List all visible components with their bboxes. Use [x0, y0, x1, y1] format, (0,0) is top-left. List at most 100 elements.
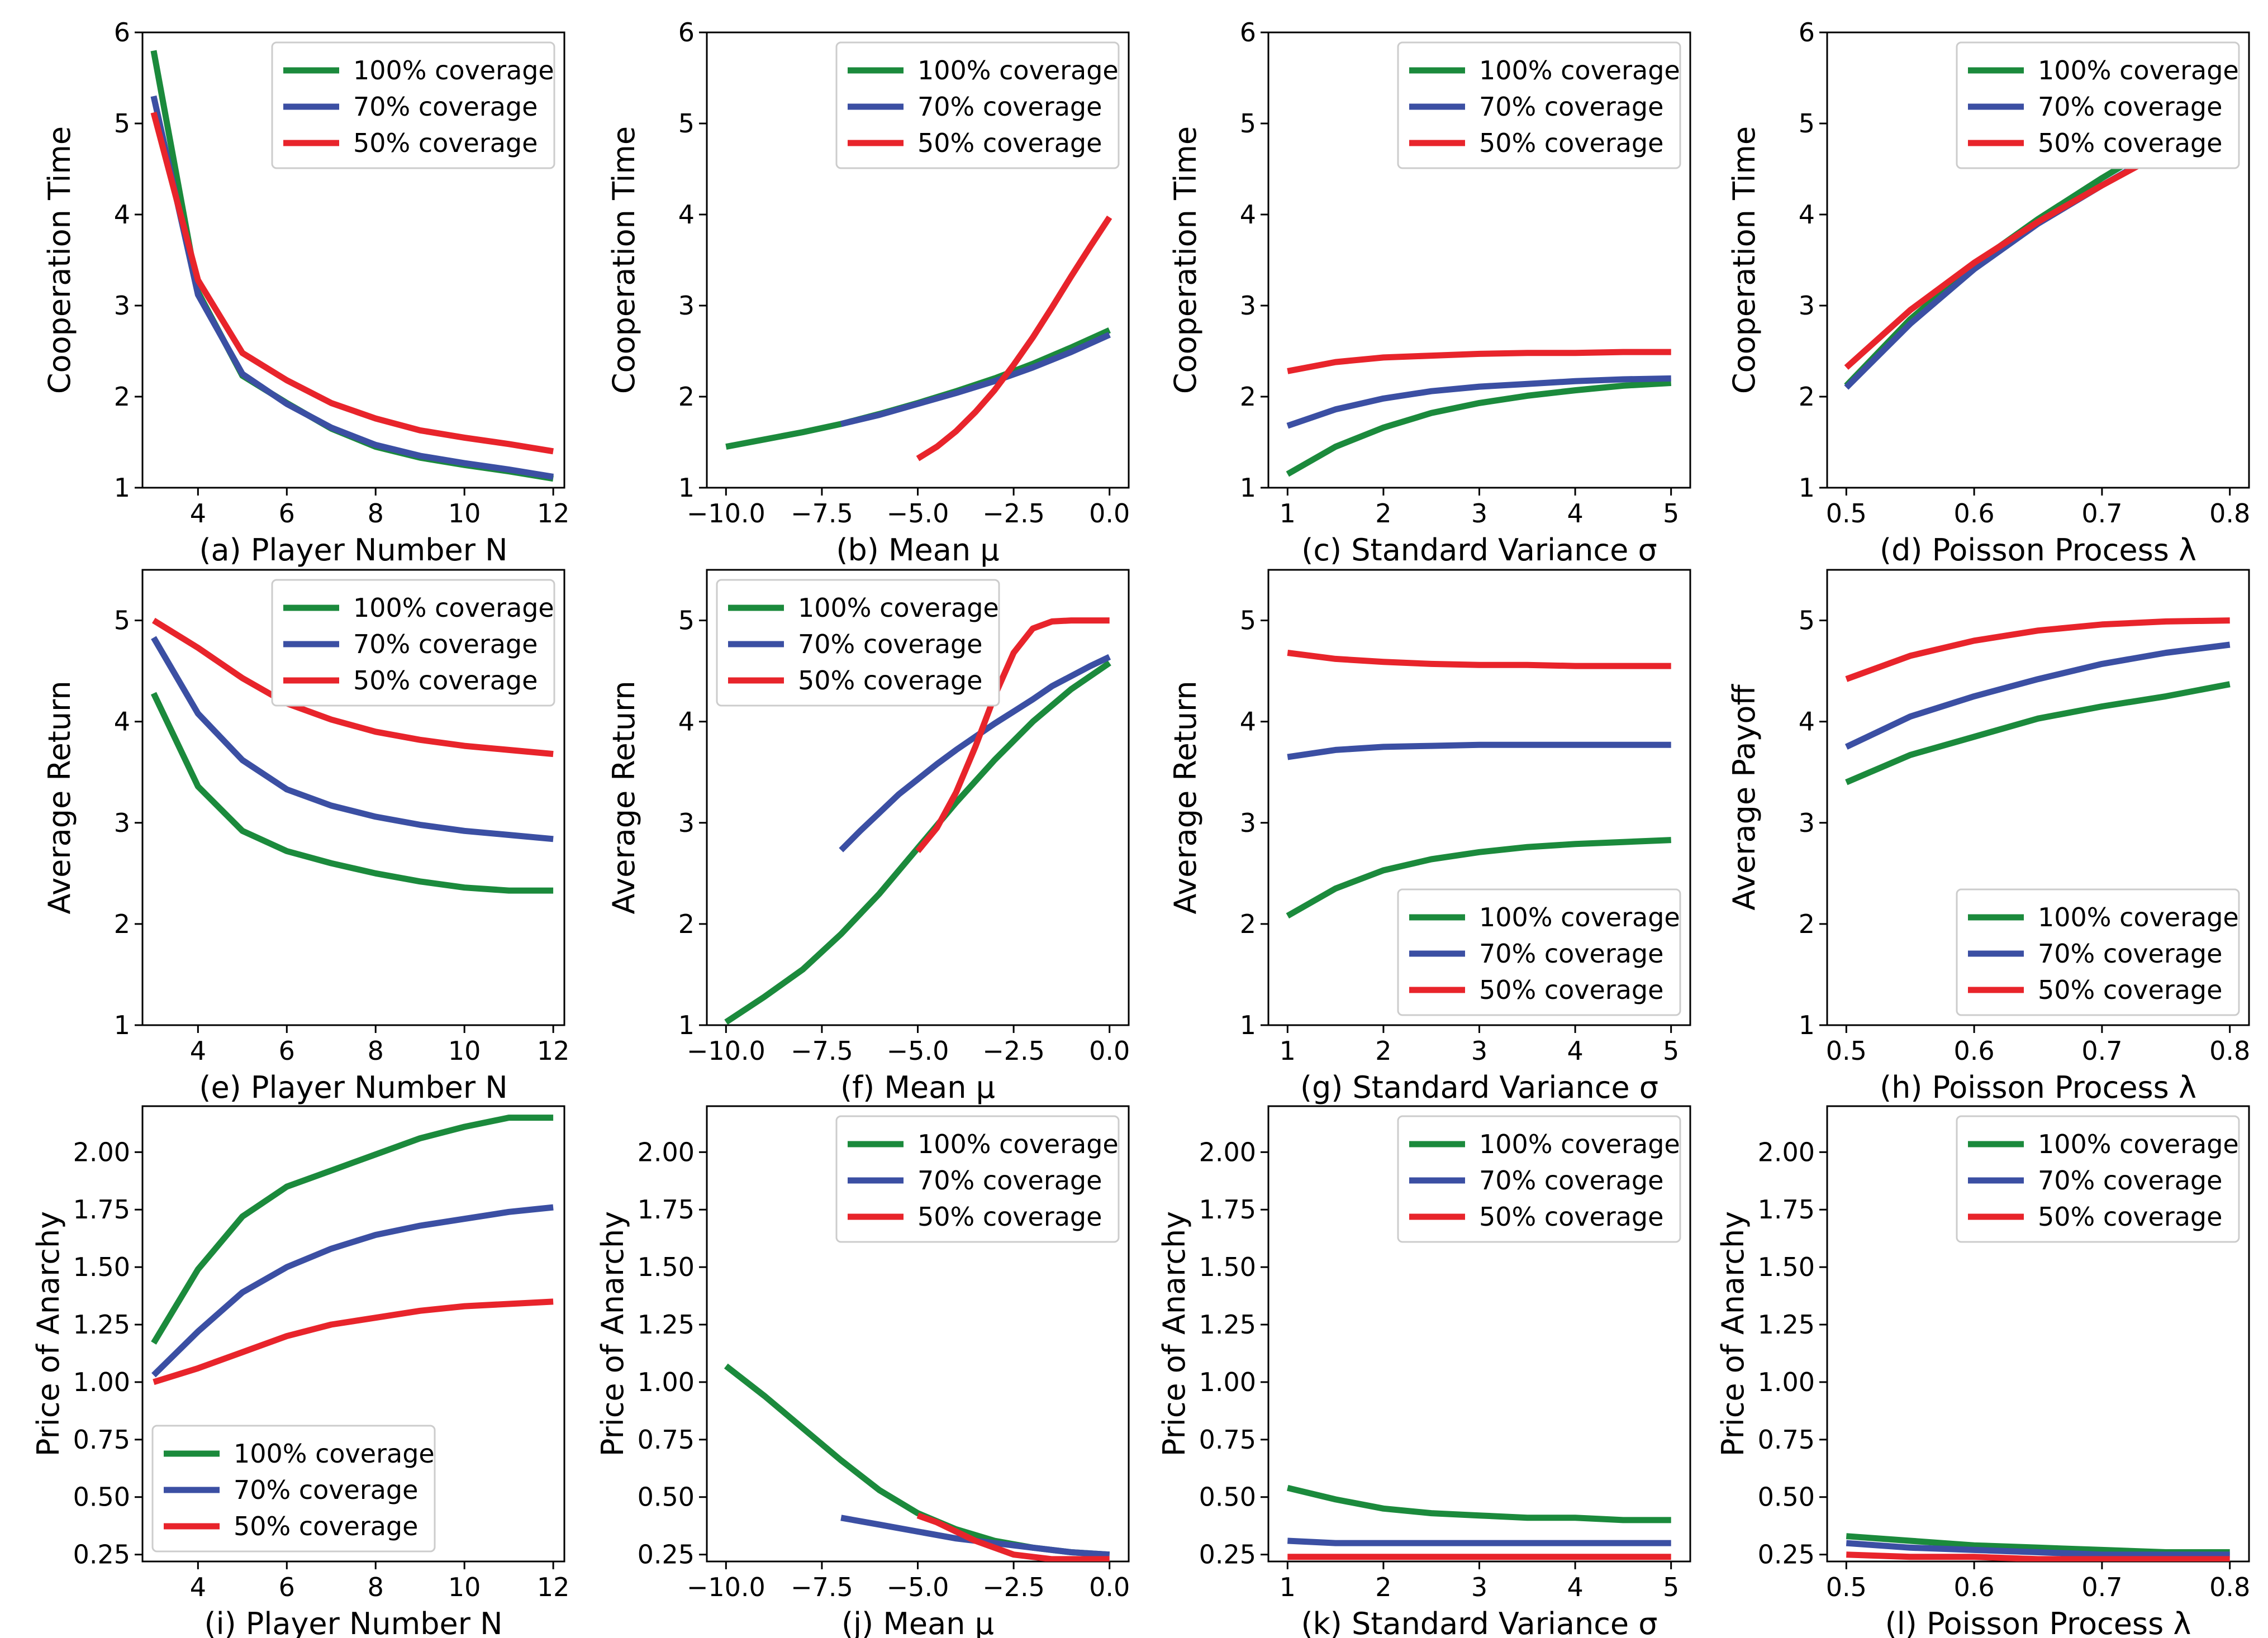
series-line-50 — [150, 111, 554, 455]
y-tick-label: 1.50 — [1758, 1252, 1815, 1282]
y-tick-label: 1 — [678, 473, 695, 503]
series-line-50 — [916, 215, 1112, 461]
series-line-70 — [1846, 1540, 2230, 1558]
x-tick-label: 0.6 — [1954, 498, 1995, 528]
legend: 100% coverage 70% coverage 50% coverage — [835, 1115, 1120, 1243]
y-tick-label: 1.50 — [638, 1252, 695, 1282]
y-tick-label: 1 — [114, 473, 130, 503]
y-tick-label: 5 — [1240, 108, 1256, 139]
y-tick-label: 3 — [114, 291, 130, 321]
x-tick-label: 0.8 — [2209, 498, 2250, 528]
series-line-70 — [1287, 741, 1671, 760]
legend-box — [1956, 888, 2240, 1016]
legend-label: 100% coverage — [917, 55, 1119, 85]
series-line-50 — [1845, 617, 2230, 682]
y-axis-label: Price of Anarchy — [595, 1211, 630, 1456]
x-tick-label: 1 — [1280, 1036, 1296, 1066]
x-tick-label: 1 — [1280, 1572, 1296, 1602]
y-axis-label: Price of Anarchy — [31, 1211, 66, 1456]
x-tick-label: 6 — [279, 1036, 295, 1066]
y-tick-label: 1.00 — [638, 1367, 695, 1397]
y-tick-label: 1.75 — [638, 1194, 695, 1225]
y-tick-label: 1 — [678, 1010, 695, 1040]
subplot-f: −10.0 −7.5 −5.0 −2.5 0.0 1 2 3 4 5 (f) Mean μ Avera… — [606, 569, 1130, 1105]
x-tick-label: 12 — [537, 498, 570, 528]
y-axis-label: Price of Anarchy — [1715, 1211, 1751, 1456]
y-tick-label: 4 — [114, 199, 130, 230]
x-tick-label: 0.8 — [2209, 1036, 2250, 1066]
plot-frame — [1826, 31, 2250, 489]
y-tick-label: 2.00 — [1199, 1137, 1256, 1167]
x-tick-label: 4 — [1567, 1572, 1583, 1602]
series-line-50 — [1846, 1551, 2230, 1561]
x-tick-label: 10 — [448, 1572, 481, 1602]
legend-label: 50% coverage — [2038, 128, 2222, 158]
y-tick-label: 0.75 — [638, 1425, 695, 1455]
series-line-70 — [1286, 375, 1671, 429]
x-tick-label: −2.5 — [982, 1572, 1045, 1602]
x-tick-label: −5.0 — [887, 498, 949, 528]
y-axis-label: Average Return — [1168, 680, 1203, 914]
y-tick-label: 6 — [1240, 17, 1256, 47]
y-tick-label: 1.00 — [1199, 1367, 1256, 1397]
legend-label: 100% coverage — [917, 1129, 1119, 1159]
x-axis-label: (k) Standard Variance σ — [1301, 1606, 1657, 1638]
legend: 100% coverage 70% coverage 50% coverage — [1397, 888, 1681, 1016]
legend-label: 100% coverage — [798, 593, 999, 623]
plot-frame — [141, 1105, 565, 1563]
x-tick-label: 0.5 — [1826, 498, 1867, 528]
y-tick-label: 0.75 — [1199, 1425, 1256, 1455]
subplot-b: −10.0 −7.5 −5.0 −2.5 0.0 1 2 3 4 5 6 (b) Mean μ Coop… — [606, 17, 1130, 568]
legend-box — [1956, 1115, 2240, 1243]
legend-label: 100% coverage — [353, 593, 554, 623]
y-tick-label: 2 — [678, 382, 695, 412]
legend-box — [1397, 888, 1681, 1016]
legend-box — [1397, 41, 1681, 169]
x-tick-label: −5.0 — [887, 1572, 949, 1602]
legend-label: 50% coverage — [917, 128, 1102, 158]
legend: 100% coverage 70% coverage 50% coverage — [716, 579, 1000, 707]
y-tick-label: 1 — [1799, 1010, 1815, 1040]
legend: 100% coverage 70% coverage 50% coverage — [1397, 1115, 1681, 1243]
legend-label: 70% coverage — [917, 92, 1102, 122]
x-tick-label: −5.0 — [887, 1036, 949, 1066]
y-tick-label: 1.50 — [1199, 1252, 1256, 1282]
series-line-100 — [725, 327, 1111, 450]
subplot-d: 0.5 0.6 0.7 0.8 1 2 3 4 5 6 (d) Poisson Process λ C… — [1727, 17, 2250, 568]
series-line-100 — [1286, 380, 1672, 477]
y-tick-label: 2.00 — [73, 1137, 130, 1167]
y-tick-label: 0.25 — [1758, 1540, 1815, 1570]
legend-label: 70% coverage — [2038, 939, 2222, 969]
y-tick-label: 5 — [678, 606, 695, 636]
y-axis-label: Average Payoff — [1727, 684, 1762, 911]
x-tick-label: 5 — [1663, 498, 1679, 528]
series-line-50 — [152, 617, 554, 758]
legend-label: 50% coverage — [353, 128, 538, 158]
x-axis-label: (f) Mean μ — [840, 1070, 995, 1105]
x-tick-label: 2 — [1375, 1572, 1391, 1602]
series-line-100 — [150, 692, 554, 894]
legend: 100% coverage 70% coverage 50% coverage — [1956, 888, 2240, 1016]
x-axis-label: (i) Player Number N — [205, 1606, 503, 1638]
x-axis-label: (c) Standard Variance σ — [1301, 532, 1657, 568]
x-axis-label: (b) Mean μ — [836, 532, 999, 568]
subplot-h: 0.5 0.6 0.7 0.8 1 2 3 4 5 (h) Poisson Process λ Av… — [1727, 569, 2250, 1105]
y-tick-label: 1 — [114, 1010, 130, 1040]
legend-label: 50% coverage — [1479, 128, 1663, 158]
x-axis-label: (e) Player Number N — [199, 1070, 507, 1105]
series-line-70 — [150, 95, 554, 480]
legend-label: 70% coverage — [353, 629, 538, 659]
y-tick-label: 3 — [1799, 808, 1815, 838]
legend-label: 100% coverage — [2038, 1129, 2239, 1159]
x-tick-label: 4 — [190, 1572, 206, 1602]
y-tick-label: 4 — [678, 199, 695, 230]
x-tick-label: 3 — [1471, 1572, 1487, 1602]
legend-label: 50% coverage — [798, 665, 982, 696]
x-tick-label: 8 — [368, 1036, 384, 1066]
legend-label: 70% coverage — [2038, 1165, 2222, 1196]
plot-frame — [141, 31, 565, 489]
x-tick-label: −7.5 — [791, 1572, 853, 1602]
